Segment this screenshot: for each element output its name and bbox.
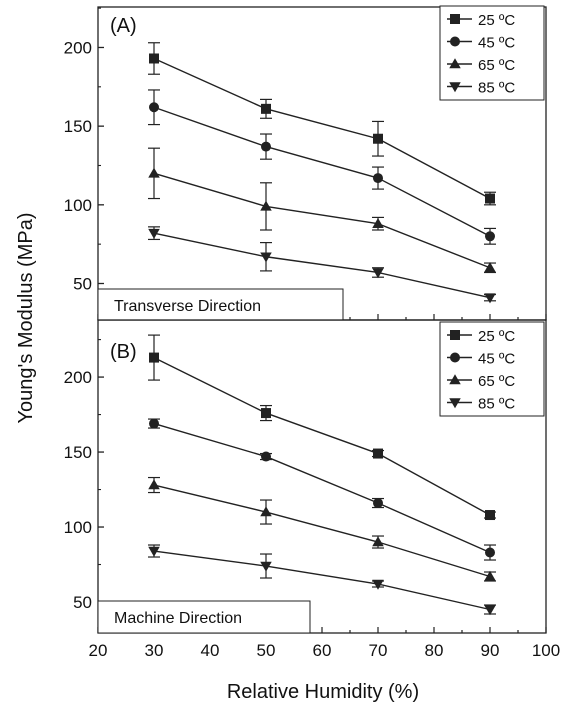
x-tick-label: 100 xyxy=(532,641,560,660)
legend-entry: 85 ºC xyxy=(478,396,515,413)
x-tick-label: 50 xyxy=(257,641,276,660)
panel-label: (B) xyxy=(110,341,137,363)
series-triangle-up xyxy=(148,476,496,582)
legend-entry: 45 ºC xyxy=(478,35,515,52)
x-tick-label: 40 xyxy=(201,641,220,660)
y-tick-label: 50 xyxy=(73,275,92,294)
data-point xyxy=(148,479,160,490)
series-line xyxy=(153,106,491,237)
data-point xyxy=(485,510,495,521)
legend-entry: 45 ºC xyxy=(478,351,515,368)
series-line xyxy=(153,57,491,200)
data-point xyxy=(485,547,495,558)
direction-label-box xyxy=(97,600,311,634)
legend-entry: 65 ºC xyxy=(478,373,515,390)
data-point xyxy=(260,252,272,263)
series-line xyxy=(153,232,491,299)
y-tick-label: 100 xyxy=(64,196,92,215)
y-axis-label: Young's Modulus (MPa) xyxy=(15,213,37,424)
series-line xyxy=(153,422,491,554)
legend-marker xyxy=(449,398,461,409)
data-point xyxy=(149,418,159,429)
series-line xyxy=(153,172,491,269)
data-point xyxy=(484,605,496,616)
legend: 25 ºC 45 ºC 65 ºC 85 ºC xyxy=(439,5,545,101)
x-tick-label: 70 xyxy=(369,641,388,660)
data-point xyxy=(484,262,496,273)
data-point xyxy=(484,570,496,581)
data-point xyxy=(372,579,384,590)
data-point xyxy=(148,167,160,178)
data-point xyxy=(261,451,271,462)
x-axis-label: Relative Humidity (%) xyxy=(227,681,419,703)
series-square xyxy=(148,334,496,521)
direction-label: Transverse Direction xyxy=(114,298,261,315)
series-triangle-down xyxy=(148,226,496,304)
x-tick-label: 30 xyxy=(145,641,164,660)
data-point xyxy=(372,217,384,228)
data-point xyxy=(148,546,160,557)
legend-marker xyxy=(449,58,461,69)
series-circle xyxy=(148,418,496,561)
legend: 25 ºC 45 ºC 65 ºC 85 ºC xyxy=(439,321,545,417)
data-point xyxy=(484,293,496,304)
y-tick-label: 150 xyxy=(64,117,92,136)
data-point xyxy=(261,103,271,114)
data-point xyxy=(485,231,495,242)
legend-marker xyxy=(450,14,460,24)
panel-label: (A) xyxy=(110,15,137,37)
y-tick-label: 100 xyxy=(64,518,92,537)
data-point xyxy=(260,506,272,517)
legend-entry: 25 ºC xyxy=(478,328,515,345)
data-point xyxy=(260,561,272,572)
series-triangle-up xyxy=(148,147,496,274)
data-point xyxy=(149,102,159,113)
x-tick-label: 90 xyxy=(481,641,500,660)
legend-marker xyxy=(449,82,461,93)
series-line xyxy=(153,356,491,516)
direction-label-box xyxy=(97,288,344,321)
panel-a-transverse: 50 100 150 200 (A) Transverse Direction 25 ºC 4… xyxy=(64,5,547,321)
y-tick-label: 50 xyxy=(73,593,92,612)
data-point xyxy=(260,200,272,211)
series-triangle-down xyxy=(148,544,496,616)
series-square xyxy=(148,42,496,206)
data-point xyxy=(148,228,160,239)
data-point xyxy=(149,53,159,64)
data-point xyxy=(372,268,384,279)
y-tick-label: 200 xyxy=(64,38,92,57)
x-tick-label: 20 xyxy=(89,641,108,660)
legend-marker xyxy=(450,330,460,340)
panel-b-machine: 50 100 150 200 20 30 40 50 60 70 80 90 100 (B) Machine… xyxy=(64,319,560,660)
data-point xyxy=(373,173,383,184)
data-point xyxy=(373,133,383,144)
y-tick-label: 200 xyxy=(64,368,92,387)
series-line xyxy=(153,484,491,578)
legend-marker xyxy=(450,352,460,363)
legend-entry: 25 ºC xyxy=(478,12,515,29)
data-point xyxy=(373,498,383,509)
data-point xyxy=(373,448,383,459)
x-tick-label: 80 xyxy=(425,641,444,660)
legend-marker xyxy=(449,374,461,385)
data-point xyxy=(372,536,384,547)
data-point xyxy=(485,193,495,204)
data-point xyxy=(149,352,159,363)
legend-marker xyxy=(450,36,460,47)
data-point xyxy=(261,141,271,152)
data-point xyxy=(261,408,271,419)
direction-label: Machine Direction xyxy=(114,610,242,627)
series-circle xyxy=(148,89,496,245)
y-tick-label: 150 xyxy=(64,443,92,462)
legend-entry: 65 ºC xyxy=(478,57,515,74)
legend-entry: 85 ºC xyxy=(478,80,515,97)
series-line xyxy=(153,550,491,611)
x-tick-label: 60 xyxy=(313,641,332,660)
